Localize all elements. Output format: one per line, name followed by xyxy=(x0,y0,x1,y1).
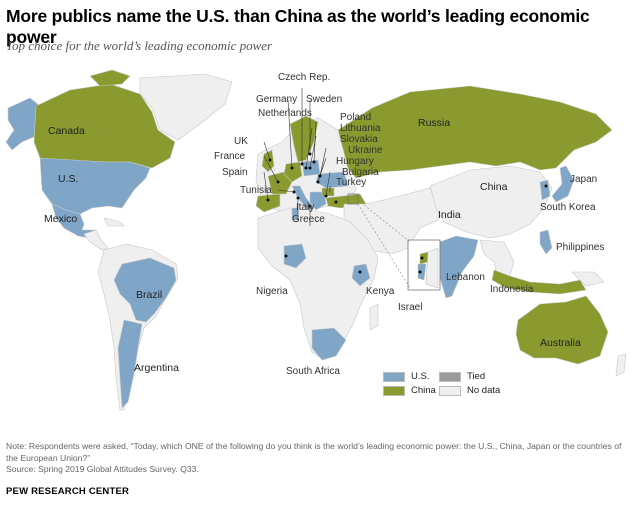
chart-title: More publics name the U.S. than China as… xyxy=(6,6,590,47)
country-dots xyxy=(266,152,548,274)
legend-item-china: China xyxy=(383,385,436,396)
region-argentina xyxy=(117,319,143,409)
region-balkans xyxy=(309,191,327,211)
label-uk: UK xyxy=(234,136,248,147)
legend-label-tied: Tied xyxy=(467,371,486,382)
region-bulgaria xyxy=(321,187,335,197)
label-turkey: Turkey xyxy=(336,177,366,188)
label-philippines: Philippines xyxy=(556,242,604,253)
legend-label-china: China xyxy=(411,385,436,396)
region-australia xyxy=(515,295,609,365)
label-mexico: Mexico xyxy=(44,213,77,225)
pew-logo: PEW RESEARCH CENTER xyxy=(6,486,130,497)
label-czech: Czech Rep. xyxy=(278,72,330,83)
legend-item-tied: Tied xyxy=(439,371,485,382)
label-hungary: Hungary xyxy=(336,156,374,167)
legend-label-us: U.S. xyxy=(411,371,430,382)
region-south-africa xyxy=(311,327,347,361)
inset-connector-1 xyxy=(357,199,411,243)
region-germany xyxy=(283,161,303,183)
region-spain xyxy=(255,193,281,213)
region-philippines xyxy=(539,229,553,255)
map-legend: U.S. Tied China No data xyxy=(383,371,543,403)
legend-swatch-china xyxy=(383,385,405,396)
label-kenya: Kenya xyxy=(366,286,395,297)
region-kenya xyxy=(351,263,371,287)
leader-lines xyxy=(263,88,331,226)
inset-surround xyxy=(425,247,439,289)
label-japan: Japan xyxy=(570,174,597,185)
label-nigeria: Nigeria xyxy=(256,286,288,297)
label-bulgaria: Bulgaria xyxy=(342,167,379,178)
label-ukraine: Ukraine xyxy=(348,145,383,156)
label-poland: Poland xyxy=(340,112,371,123)
region-canada-islands xyxy=(89,69,131,87)
region-france xyxy=(267,171,293,195)
region-papua xyxy=(571,271,605,287)
world-map: Canada U.S. Mexico Brazil Argentina UK F… xyxy=(0,58,640,418)
label-indonesia: Indonesia xyxy=(490,284,534,295)
footnote: Note: Respondents were asked, “Today, wh… xyxy=(6,441,622,463)
inset-connector-2 xyxy=(357,203,411,289)
label-argentina: Argentina xyxy=(134,362,179,374)
legend-swatch-no-data xyxy=(439,385,461,396)
region-usa xyxy=(39,157,151,215)
label-italy: Italy xyxy=(296,202,314,213)
label-brazil: Brazil xyxy=(136,289,162,301)
label-russia: Russia xyxy=(418,117,450,129)
inset-israel xyxy=(417,263,427,281)
label-germany: Germany xyxy=(256,94,297,105)
region-ukraine xyxy=(315,171,349,189)
chart-subtitle: Top choice for the world’s leading econo… xyxy=(6,38,273,53)
label-canada: Canada xyxy=(48,125,85,137)
legend-item-us: U.S. xyxy=(383,371,429,382)
label-slovakia: Slovakia xyxy=(340,134,378,145)
label-india: India xyxy=(438,209,461,221)
label-france: France xyxy=(214,151,246,162)
label-spain: Spain xyxy=(222,167,248,178)
region-russia xyxy=(337,85,613,179)
source-line: Source: Spring 2019 Global Attitudes Sur… xyxy=(6,464,199,474)
legend-swatch-us xyxy=(383,371,405,382)
region-greenland xyxy=(139,73,233,141)
label-australia: Australia xyxy=(540,337,581,349)
label-netherlands: Netherlands xyxy=(258,108,312,119)
label-south-korea: South Korea xyxy=(540,202,596,213)
region-korea xyxy=(539,179,551,201)
label-south-africa: South Africa xyxy=(286,366,340,377)
levant-source-box xyxy=(347,193,359,205)
region-nigeria xyxy=(283,243,307,269)
region-alaska xyxy=(5,97,41,151)
region-new-zealand xyxy=(615,353,627,377)
label-tunisia: Tunisia xyxy=(240,185,272,196)
label-lithuania: Lithuania xyxy=(340,123,381,134)
region-japan xyxy=(551,165,575,203)
legend-item-no-data: No data xyxy=(439,385,500,396)
label-sweden: Sweden xyxy=(306,94,342,105)
label-israel: Israel xyxy=(398,302,422,313)
region-central-america xyxy=(83,229,109,251)
label-lebanon: Lebanon xyxy=(446,272,485,283)
label-us: U.S. xyxy=(58,173,78,185)
region-china xyxy=(429,165,553,239)
legend-swatch-tied xyxy=(439,371,461,382)
region-caribbean xyxy=(103,217,125,227)
label-china: China xyxy=(480,181,508,193)
label-greece: Greece xyxy=(292,214,325,225)
region-brazil xyxy=(113,257,177,323)
legend-label-no-data: No data xyxy=(467,385,501,396)
region-indonesia xyxy=(491,269,587,295)
region-madagascar xyxy=(369,303,379,331)
